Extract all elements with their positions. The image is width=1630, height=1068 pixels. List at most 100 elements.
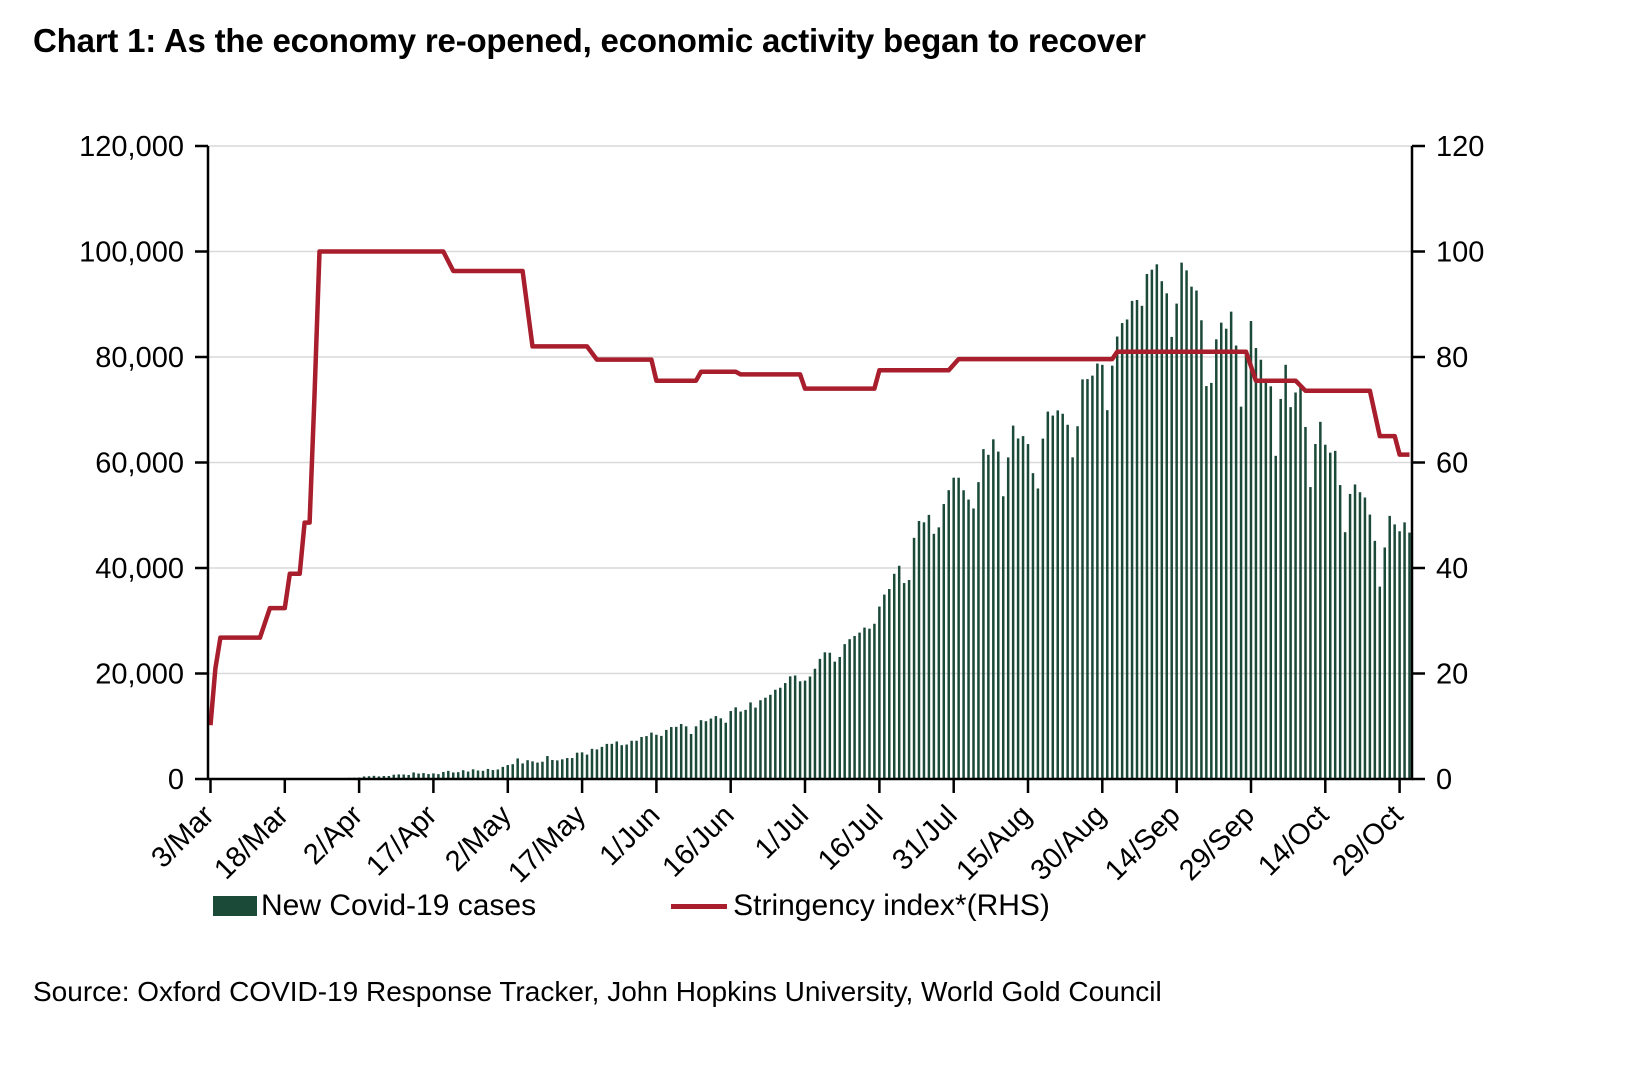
bar	[412, 772, 415, 779]
bar	[1046, 411, 1050, 779]
bar	[1215, 339, 1218, 779]
bar	[1041, 438, 1045, 779]
bar	[888, 589, 891, 779]
bar	[1081, 379, 1084, 779]
bar	[665, 729, 668, 779]
bar	[486, 768, 490, 779]
bar	[1195, 290, 1198, 779]
bar	[783, 683, 787, 779]
bar	[1130, 300, 1134, 779]
bar	[1274, 455, 1277, 779]
bar	[1219, 322, 1223, 779]
bar	[907, 580, 911, 779]
bar	[471, 769, 475, 779]
bar	[774, 689, 777, 779]
y-axis-right-label: 120	[1436, 131, 1484, 163]
bar	[377, 776, 381, 779]
bar	[1343, 532, 1347, 779]
bar	[1373, 540, 1377, 779]
bar	[1324, 444, 1327, 779]
bar	[1229, 311, 1233, 779]
bar	[912, 537, 916, 779]
x-axis-label: 14/Sep	[1099, 799, 1187, 884]
bar	[679, 723, 683, 779]
bar	[397, 774, 401, 779]
bar	[917, 520, 921, 779]
x-axis-label: 29/Sep	[1173, 799, 1261, 884]
bar	[823, 652, 827, 779]
bar	[1249, 321, 1253, 779]
bar	[456, 772, 460, 779]
bar	[828, 652, 832, 779]
bar	[1016, 438, 1020, 779]
bar	[1259, 359, 1263, 779]
bar	[1125, 319, 1129, 779]
bar	[541, 761, 544, 779]
x-axis-label: 2/Apr	[297, 799, 369, 871]
bar	[1135, 300, 1139, 779]
bar	[585, 754, 589, 779]
bar	[714, 716, 718, 779]
bar	[997, 451, 1000, 779]
bar	[957, 477, 960, 779]
bar	[719, 718, 723, 779]
bar	[1319, 421, 1322, 779]
bar	[1086, 379, 1089, 779]
bar	[853, 635, 856, 779]
bar	[788, 676, 792, 779]
y-axis-right-label: 80	[1436, 342, 1468, 374]
bar	[704, 721, 708, 779]
bar	[387, 776, 391, 779]
bar	[972, 508, 975, 779]
x-axis-label: 14/Oct	[1252, 799, 1335, 882]
bar	[427, 774, 430, 779]
bar	[1388, 515, 1391, 779]
bar	[1309, 487, 1312, 779]
bar	[769, 694, 772, 779]
bar	[580, 752, 584, 779]
bar	[1378, 586, 1382, 779]
bar	[1210, 382, 1213, 779]
bar	[1269, 386, 1273, 779]
y-axis-right-label: 60	[1436, 448, 1468, 480]
y-axis-left-label: 0	[168, 764, 184, 796]
bar	[952, 477, 955, 779]
bar	[1304, 426, 1307, 779]
bar	[1160, 281, 1164, 779]
bar	[1408, 532, 1411, 779]
x-axis-label: 1/Jul	[749, 799, 815, 865]
bar	[1205, 386, 1208, 779]
bar	[878, 606, 881, 779]
bar	[1031, 473, 1035, 779]
bar	[1264, 379, 1268, 779]
bar	[868, 628, 871, 779]
bar	[630, 740, 633, 779]
bar	[362, 776, 366, 779]
bar	[724, 722, 728, 779]
bar	[625, 744, 628, 779]
bar	[808, 676, 812, 779]
bar	[1056, 410, 1059, 779]
y-axis-left-label: 100,000	[79, 237, 184, 269]
bar	[392, 774, 396, 779]
bar	[437, 774, 440, 779]
bar	[942, 504, 946, 779]
bar	[1289, 407, 1292, 779]
bar	[977, 482, 980, 779]
x-axis-label: 30/Aug	[1025, 799, 1113, 884]
bar	[1165, 293, 1168, 779]
bar	[927, 514, 931, 779]
bar	[932, 533, 936, 779]
bar	[754, 707, 757, 779]
bar	[1358, 492, 1362, 779]
bar	[372, 775, 376, 779]
bar	[674, 726, 678, 779]
bar	[1368, 514, 1372, 779]
bar	[590, 748, 594, 779]
bar	[709, 718, 713, 779]
bar	[818, 658, 822, 779]
bar	[873, 623, 876, 779]
bar	[1314, 443, 1317, 779]
bar	[689, 733, 693, 779]
bar	[892, 573, 896, 779]
